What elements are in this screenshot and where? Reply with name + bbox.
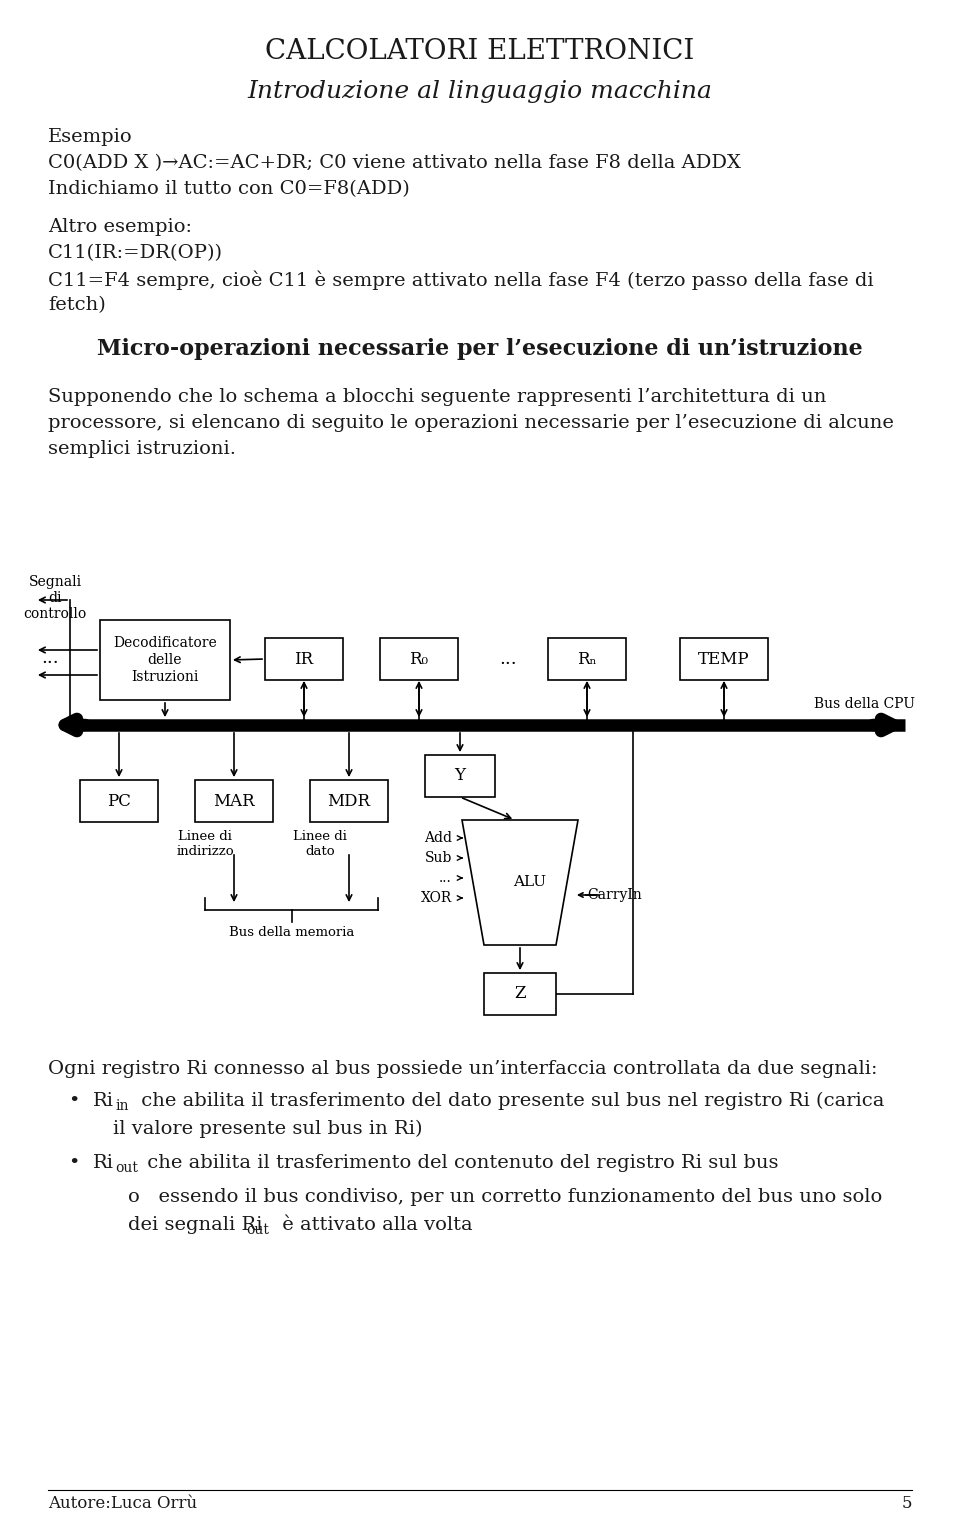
Text: Add: Add [424, 831, 452, 845]
Bar [680, 638, 768, 679]
Text: che abilita il trasferimento del dato presente sul bus nel registro Ri (carica: che abilita il trasferimento del dato pr… [135, 1091, 884, 1110]
Text: Segnali
di
controllo: Segnali di controllo [23, 575, 86, 622]
Text: Z: Z [515, 985, 526, 1003]
Text: il valore presente sul bus in Ri): il valore presente sul bus in Ri) [113, 1120, 422, 1138]
Text: MDR: MDR [327, 792, 371, 810]
Text: ALU: ALU [514, 876, 546, 889]
Text: C11(IR:=DR(OP)): C11(IR:=DR(OP)) [48, 245, 223, 261]
Text: MAR: MAR [213, 792, 254, 810]
Text: Indichiamo il tutto con C0=F8(ADD): Indichiamo il tutto con C0=F8(ADD) [48, 179, 410, 198]
Bar [265, 638, 343, 679]
Text: in: in [115, 1099, 129, 1113]
Text: è attivato alla volta: è attivato alla volta [276, 1216, 472, 1234]
Text: Introduzione al linguaggio macchina: Introduzione al linguaggio macchina [248, 81, 712, 103]
Bar [548, 638, 626, 679]
Text: Micro-operazioni necessarie per l’esecuzione di un’istruzione: Micro-operazioni necessarie per l’esecuz… [97, 337, 863, 360]
Text: out: out [115, 1161, 138, 1175]
Text: ...: ... [41, 649, 59, 667]
Text: Esempio: Esempio [48, 128, 132, 146]
Polygon shape [462, 819, 578, 945]
Text: Ri: Ri [93, 1091, 114, 1110]
Text: ...: ... [440, 871, 452, 885]
Text: Autore:Luca Orrù: Autore:Luca Orrù [48, 1496, 197, 1512]
Bar [100, 620, 230, 701]
Text: Linee di
dato: Linee di dato [293, 830, 347, 857]
Text: out: out [246, 1224, 269, 1237]
Text: dei segnali Ri: dei segnali Ri [128, 1216, 262, 1234]
Text: XOR: XOR [420, 891, 452, 904]
Text: Sub: Sub [424, 851, 452, 865]
Text: processore, si elencano di seguito le operazioni necessarie per l’esecuzione di : processore, si elencano di seguito le op… [48, 413, 894, 432]
Text: CALCOLATORI ELETTRONICI: CALCOLATORI ELETTRONICI [265, 38, 695, 65]
Text: IR: IR [295, 651, 314, 667]
Text: •: • [68, 1154, 80, 1172]
Text: R₀: R₀ [410, 651, 428, 667]
Text: PC: PC [108, 792, 131, 810]
Bar [380, 638, 458, 679]
Text: ...: ... [499, 651, 516, 667]
Text: Rₙ: Rₙ [577, 651, 597, 667]
Text: •: • [68, 1091, 80, 1110]
Text: o   essendo il bus condiviso, per un corretto funzionamento del bus uno solo: o essendo il bus condiviso, per un corre… [128, 1189, 882, 1205]
Text: fetch): fetch) [48, 296, 106, 315]
Text: CarryIn: CarryIn [587, 888, 641, 901]
Text: Ri: Ri [93, 1154, 114, 1172]
Text: Ogni registro Ri connesso al bus possiede un’interfaccia controllata da due segn: Ogni registro Ri connesso al bus possied… [48, 1059, 877, 1078]
Text: TEMP: TEMP [698, 651, 750, 667]
Bar [310, 780, 388, 822]
Bar [425, 755, 495, 796]
Text: Decodificatore
delle
Istruzioni: Decodificatore delle Istruzioni [113, 635, 217, 684]
Bar [195, 780, 273, 822]
Text: Supponendo che lo schema a blocchi seguente rappresenti l’architettura di un: Supponendo che lo schema a blocchi segue… [48, 388, 827, 406]
Text: Bus della memoria: Bus della memoria [228, 926, 354, 939]
Text: C11=F4 sempre, cioè C11 è sempre attivato nella fase F4 (terzo passo della fase : C11=F4 sempre, cioè C11 è sempre attivat… [48, 271, 874, 289]
Text: C0(ADD X )→AC:=AC+DR; C0 viene attivato nella fase F8 della ADDX: C0(ADD X )→AC:=AC+DR; C0 viene attivato … [48, 154, 741, 172]
Bar [80, 780, 158, 822]
Text: Linee di
indirizzo: Linee di indirizzo [177, 830, 234, 857]
Text: Y: Y [454, 768, 466, 784]
Text: 5: 5 [901, 1496, 912, 1512]
Text: che abilita il trasferimento del contenuto del registro Ri sul bus: che abilita il trasferimento del contenu… [141, 1154, 779, 1172]
Text: Bus della CPU: Bus della CPU [814, 698, 915, 711]
Bar [484, 973, 556, 1015]
Text: semplici istruzioni.: semplici istruzioni. [48, 439, 236, 458]
Text: Altro esempio:: Altro esempio: [48, 217, 192, 236]
